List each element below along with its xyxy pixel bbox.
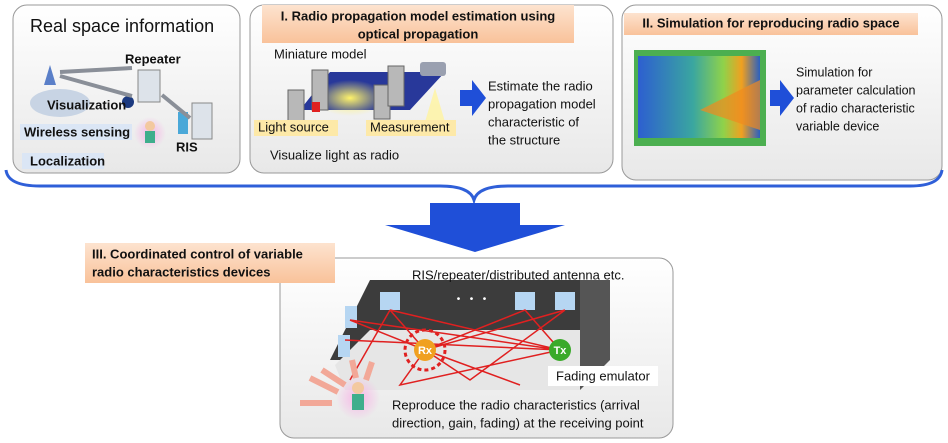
room-wall xyxy=(580,280,610,390)
text-line: the structure xyxy=(488,132,560,147)
light-source-icon xyxy=(312,102,320,112)
label: Rx xyxy=(418,345,433,357)
shape xyxy=(366,120,456,136)
caption: direction, gain, fading) at the receivin… xyxy=(392,415,644,430)
person-icon xyxy=(145,121,155,131)
label: RIS xyxy=(176,139,198,154)
text-line: propagation model xyxy=(488,96,596,111)
building-icon xyxy=(137,69,161,103)
shape xyxy=(22,153,104,169)
arrow xyxy=(300,359,375,406)
text-line: variable device xyxy=(796,119,879,133)
label: ・・・ xyxy=(452,291,491,306)
label: RIS/repeater/distributed antenna etc. xyxy=(412,267,624,282)
block xyxy=(387,65,405,107)
arrow xyxy=(460,80,486,116)
ray xyxy=(344,309,566,387)
device-icon xyxy=(515,292,535,310)
arrow xyxy=(385,203,565,252)
label: Light source xyxy=(258,119,329,134)
shape xyxy=(403,328,447,372)
heatmap xyxy=(700,80,760,130)
shape xyxy=(122,96,134,108)
arrow xyxy=(770,80,794,116)
text-line: of radio characteristic xyxy=(796,101,915,115)
label: Measurement xyxy=(370,119,450,134)
title-box xyxy=(262,5,574,43)
ris-icon xyxy=(178,112,188,134)
shape xyxy=(548,366,658,386)
text-line: Estimate the radio xyxy=(488,78,593,93)
antenna-icon xyxy=(44,65,56,85)
text-line: characteristic of xyxy=(488,114,579,129)
label: Visualization xyxy=(47,97,126,112)
device-icon xyxy=(338,335,350,357)
label: Fading emulator xyxy=(556,368,651,383)
panel-title: optical propagation xyxy=(358,26,479,41)
panel-title: II. Simulation for reproducing radio spa… xyxy=(642,15,899,30)
device-icon xyxy=(345,306,357,328)
tx-node xyxy=(549,339,571,361)
light xyxy=(425,88,445,122)
shape xyxy=(20,124,132,140)
panel-title: Real space information xyxy=(30,16,214,36)
panel-title: radio characteristics devices xyxy=(92,264,271,279)
title-box xyxy=(624,13,918,35)
shape xyxy=(30,89,90,117)
caption: Visualize light as radio xyxy=(270,147,399,162)
device-icon xyxy=(555,292,575,310)
text-line: Simulation for xyxy=(796,65,872,79)
building-icon xyxy=(191,102,213,140)
person-icon xyxy=(145,131,155,143)
brace xyxy=(4,169,944,206)
device-icon xyxy=(380,292,400,310)
label: Localization xyxy=(30,153,105,168)
shape xyxy=(254,120,338,136)
caption: Reproduce the radio characteristics (arr… xyxy=(392,397,640,412)
person-icon xyxy=(352,394,364,410)
camera-icon xyxy=(420,62,446,76)
label: Wireless sensing xyxy=(24,124,130,139)
label: Tx xyxy=(554,345,568,357)
label: Repeater xyxy=(125,51,181,66)
light xyxy=(315,80,385,116)
person-icon xyxy=(352,382,364,394)
text-line: parameter calculation xyxy=(796,83,916,97)
arrow xyxy=(59,66,192,120)
rx-node xyxy=(414,339,436,361)
panel-title: III. Coordinated control of variable xyxy=(92,246,303,261)
panel-title: I. Radio propagation model estimation us… xyxy=(281,8,556,23)
label: Miniature model xyxy=(274,46,367,61)
title-box xyxy=(85,243,335,283)
